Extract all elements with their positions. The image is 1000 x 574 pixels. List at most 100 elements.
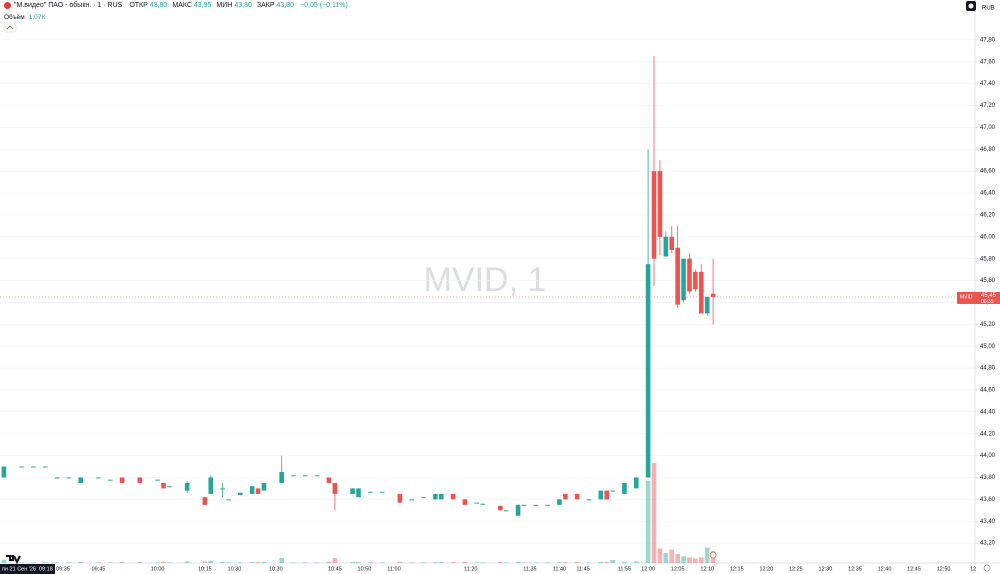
volume-bar — [651, 463, 657, 563]
x-tick-label: 12:25 — [789, 566, 803, 572]
y-tick-label: 45,80 — [980, 256, 996, 262]
volume-bar — [598, 561, 604, 563]
y-tick-label: 46,00 — [980, 234, 996, 240]
collapse-button[interactable] — [3, 23, 17, 33]
candle-body — [698, 271, 704, 314]
volume-bar — [645, 480, 651, 563]
volume-bar — [563, 562, 568, 563]
x-tick-label: 12:45 — [907, 566, 921, 572]
volume-bar — [450, 562, 456, 563]
volume-bar — [107, 562, 113, 563]
candle-body — [622, 482, 627, 494]
y-tick-label: 44,40 — [980, 409, 996, 415]
volume-bar — [261, 561, 267, 563]
candle-body — [687, 258, 692, 292]
volume-bar — [687, 557, 692, 563]
y-tick-label: 47,20 — [980, 103, 996, 109]
x-tick-label: 10:00 — [151, 566, 165, 572]
x-tick-label: 12:10 — [700, 566, 714, 572]
candle-body — [604, 490, 610, 500]
candle-body — [291, 475, 296, 477]
candle-body — [332, 482, 338, 494]
candle-body — [19, 466, 24, 468]
y-tick-label: 45,20 — [980, 322, 996, 328]
watermark: MVID, 1 — [424, 261, 547, 299]
settings-icon-dot — [968, 3, 974, 9]
volume-bar — [202, 561, 208, 563]
candle-body — [220, 488, 225, 490]
volume-bar — [521, 562, 527, 563]
header: "М.видео" ПАО - обыкн. · 1 · RUS ОТКР 43,… — [4, 2, 348, 9]
volume-bar — [119, 561, 125, 563]
candle-body — [651, 171, 657, 259]
volume-bar — [249, 562, 255, 563]
y-tick-label: 43,20 — [980, 541, 996, 547]
candle-body — [681, 258, 686, 301]
candle-body — [107, 479, 113, 481]
volume-bar — [332, 558, 338, 563]
x-tick-label: 11:35 — [523, 566, 536, 572]
last-price-label: 45,45 — [981, 293, 997, 299]
volume-bar — [515, 561, 521, 563]
volume-bar — [604, 561, 610, 563]
volume-bar — [379, 562, 385, 563]
volume-bar — [669, 549, 675, 563]
volume-bar — [161, 561, 166, 563]
candle-body — [326, 477, 332, 483]
candle-body — [54, 477, 60, 479]
symbol-title[interactable]: "М.видео" ПАО - обыкн. · 1 · RUS — [14, 2, 123, 9]
candle-body — [184, 482, 190, 491]
candle-body — [657, 171, 663, 237]
y-tick-label: 43,80 — [980, 475, 996, 481]
volume-bar — [498, 562, 503, 563]
candle-body — [598, 490, 604, 500]
volume-bar — [155, 562, 160, 563]
x-tick-label: 11:45 — [576, 566, 589, 572]
volume-bar — [704, 547, 710, 563]
volume-bar — [545, 562, 550, 563]
candle-body — [610, 490, 615, 492]
candle-body — [202, 497, 208, 505]
candle-body — [669, 236, 675, 250]
candle-body — [303, 475, 308, 477]
y-tick-label: 44,20 — [980, 431, 996, 437]
y-tick-label: 44,80 — [980, 366, 996, 372]
collapse-arrow — [6, 25, 14, 30]
candle-body — [261, 482, 267, 491]
ohlc-label: МИН — [216, 2, 233, 9]
x-tick-label: 10:30 — [269, 566, 283, 572]
x-tick-label: 12:15 — [730, 566, 744, 572]
volume-bar — [96, 562, 101, 563]
y-tick-label: 47,60 — [980, 59, 996, 65]
candle-body — [462, 499, 468, 505]
volume-bar — [480, 562, 485, 563]
y-tick-label: 46,20 — [980, 212, 996, 218]
y-tick-label: 46,80 — [980, 147, 996, 153]
y-tick-label: 45,00 — [980, 344, 996, 350]
x-tick-label: 12:20 — [759, 566, 773, 572]
candle-body — [226, 499, 231, 501]
x-tick-label: 10:30 — [228, 566, 242, 572]
y-tick-label: 46,60 — [980, 169, 996, 175]
candle-body — [521, 504, 527, 506]
volume-bar — [622, 561, 627, 563]
x-tick-label: 12:30 — [819, 566, 833, 572]
grid — [0, 39, 975, 544]
candle-body — [663, 236, 669, 257]
volume-legend: Объём 1,07K — [4, 14, 46, 21]
candle-body — [350, 488, 355, 494]
currency[interactable]: RUB — [982, 6, 995, 12]
volume-bar — [610, 560, 615, 563]
volume-bar — [574, 562, 580, 563]
volume-bar — [42, 562, 48, 563]
x-tick-label: 12:00 — [641, 566, 655, 572]
y-tick-label: 47,80 — [980, 37, 996, 43]
candle-body — [515, 504, 521, 516]
volume-value: 1,07K — [28, 14, 46, 21]
volume-bar — [503, 562, 509, 563]
settings-gear[interactable] — [983, 564, 991, 572]
candle-body — [1, 466, 7, 478]
candle-body — [586, 499, 592, 501]
